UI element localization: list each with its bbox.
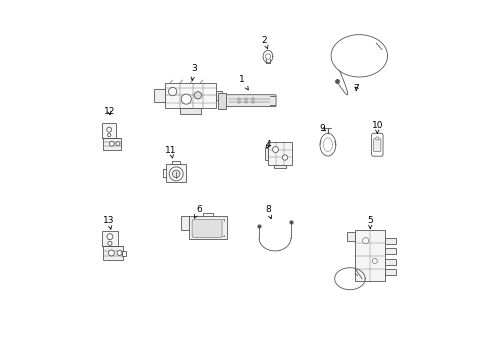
- Text: 9: 9: [320, 124, 325, 133]
- Circle shape: [282, 155, 288, 160]
- Text: 4: 4: [265, 140, 271, 149]
- Bar: [102, 231, 118, 246]
- Circle shape: [169, 87, 177, 96]
- Text: 5: 5: [368, 216, 373, 229]
- Bar: [103, 138, 121, 150]
- Bar: [245, 99, 247, 103]
- Circle shape: [108, 133, 111, 136]
- Bar: [216, 91, 222, 100]
- Text: 10: 10: [371, 121, 383, 133]
- Circle shape: [363, 238, 368, 244]
- Bar: [386, 238, 395, 244]
- Bar: [265, 147, 269, 160]
- FancyBboxPatch shape: [371, 133, 383, 156]
- Text: 6: 6: [194, 206, 202, 218]
- Circle shape: [109, 141, 114, 146]
- Circle shape: [117, 251, 122, 256]
- Bar: [218, 93, 225, 109]
- Circle shape: [376, 137, 379, 140]
- Bar: [181, 216, 189, 230]
- Bar: [269, 143, 292, 165]
- Circle shape: [108, 250, 114, 256]
- FancyBboxPatch shape: [373, 139, 381, 152]
- Circle shape: [172, 170, 180, 177]
- Bar: [386, 269, 395, 275]
- Text: 2: 2: [262, 36, 268, 49]
- Bar: [180, 108, 200, 114]
- FancyBboxPatch shape: [192, 220, 222, 237]
- Bar: [346, 232, 355, 240]
- Bar: [102, 123, 116, 138]
- Circle shape: [372, 258, 377, 264]
- Circle shape: [107, 234, 113, 240]
- Bar: [252, 99, 254, 103]
- Bar: [154, 89, 165, 102]
- Bar: [355, 230, 386, 281]
- Bar: [203, 213, 213, 216]
- Circle shape: [272, 147, 278, 153]
- Bar: [172, 161, 180, 163]
- Bar: [386, 259, 395, 265]
- Bar: [165, 83, 216, 108]
- Bar: [238, 99, 240, 103]
- Bar: [122, 251, 126, 256]
- Bar: [102, 246, 122, 260]
- Circle shape: [169, 167, 183, 181]
- Bar: [166, 163, 186, 182]
- FancyBboxPatch shape: [224, 95, 276, 107]
- Text: 13: 13: [103, 216, 115, 229]
- Text: 12: 12: [103, 107, 115, 116]
- Circle shape: [108, 241, 112, 246]
- Text: 3: 3: [191, 64, 196, 80]
- Bar: [189, 216, 227, 239]
- Text: 11: 11: [165, 145, 177, 158]
- Bar: [386, 248, 395, 254]
- Text: 1: 1: [239, 75, 248, 90]
- Circle shape: [181, 94, 191, 104]
- Bar: [274, 165, 286, 168]
- Circle shape: [194, 92, 201, 99]
- Circle shape: [107, 127, 112, 132]
- Circle shape: [265, 54, 270, 59]
- Circle shape: [116, 142, 120, 146]
- Text: 7: 7: [353, 84, 359, 93]
- Text: 8: 8: [265, 206, 271, 219]
